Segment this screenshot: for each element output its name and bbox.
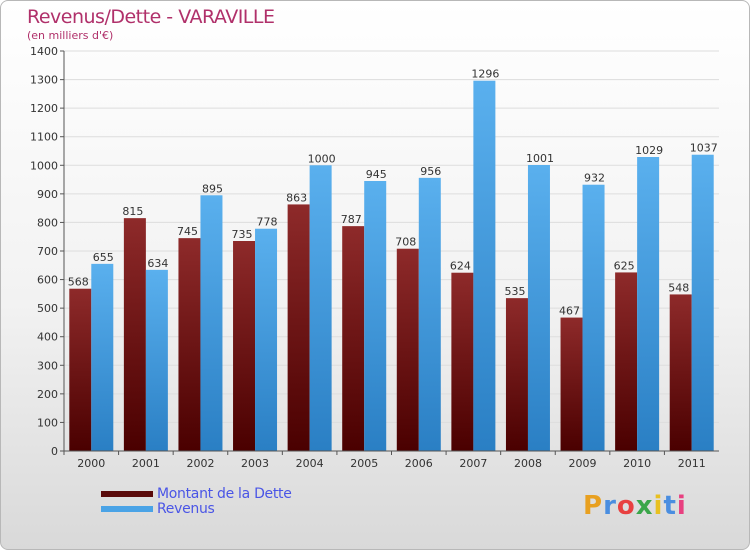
legend-swatch-dette	[101, 491, 153, 497]
data-label: 634	[147, 257, 168, 270]
y-tick-label: 300	[37, 359, 58, 372]
bar-dette	[342, 226, 365, 451]
chart-title: Revenus/Dette - VARAVILLE	[27, 6, 275, 28]
x-tick-label: 2011	[678, 457, 706, 470]
x-tick-label: 2001	[132, 457, 160, 470]
logo-letter: r	[603, 491, 617, 521]
data-label: 932	[584, 172, 605, 185]
bar-revenus	[691, 154, 714, 451]
data-label: 1001	[526, 152, 554, 165]
y-tick-label: 1300	[30, 74, 58, 87]
data-label: 895	[202, 182, 223, 195]
logo-letter: P	[583, 491, 604, 521]
y-tick-label: 100	[37, 416, 58, 429]
bar-chart: 0 100 200 300 400 500 600 700 800 900 1000 1100 1200…	[30, 45, 719, 470]
data-label: 708	[395, 236, 416, 249]
legend-swatch-revenus	[101, 506, 153, 512]
data-label: 815	[122, 205, 143, 218]
x-tick-label: 2004	[296, 457, 324, 470]
logo-letter: t	[663, 491, 677, 521]
bar-revenus	[527, 165, 550, 451]
bar-revenus	[582, 184, 605, 451]
data-label: 1037	[690, 142, 718, 155]
logo-letter: x	[635, 491, 654, 521]
data-label: 535	[504, 285, 525, 298]
data-label: 735	[232, 228, 253, 241]
y-tick-label: 400	[37, 331, 58, 344]
logo-letter: i	[676, 491, 687, 521]
x-tick-label: 2006	[405, 457, 433, 470]
y-tick-label: 1000	[30, 159, 58, 172]
x-tick-label: 2000	[77, 457, 105, 470]
y-tick-label: 0	[51, 445, 58, 458]
bar-dette	[178, 238, 201, 451]
x-tick-label: 2003	[241, 457, 269, 470]
data-label: 787	[341, 213, 362, 226]
data-label: 624	[450, 260, 471, 273]
y-tick-label: 1400	[30, 45, 58, 58]
data-label: 745	[177, 225, 198, 238]
proxiti-logo: Proxiti	[583, 491, 687, 521]
y-tick-label: 800	[37, 216, 58, 229]
data-label: 548	[668, 281, 689, 294]
y-tick-label: 1100	[30, 131, 58, 144]
x-tick-label: 2002	[186, 457, 214, 470]
bar-revenus	[637, 157, 660, 451]
data-label: 1029	[635, 144, 663, 157]
bar-dette	[615, 272, 638, 451]
x-axis-ticks: 2000 2001 2002 2003 2004 2005 2006 2007 2008 2009…	[63, 451, 706, 470]
x-tick-label: 2008	[514, 457, 542, 470]
data-label: 625	[614, 259, 635, 272]
data-label: 945	[366, 168, 387, 181]
legend-label-dette: Montant de la Dette	[157, 486, 292, 502]
bar-revenus	[418, 177, 441, 451]
x-tick-label: 2009	[569, 457, 597, 470]
data-label: 568	[68, 276, 89, 289]
x-tick-label: 2005	[350, 457, 378, 470]
data-label: 1296	[471, 68, 499, 81]
y-tick-label: 700	[37, 245, 58, 258]
x-tick-label: 2007	[459, 457, 487, 470]
logo-letter: o	[616, 491, 636, 521]
y-tick-label: 1200	[30, 102, 58, 115]
bar-dette	[669, 294, 692, 451]
y-tick-label: 900	[37, 188, 58, 201]
bar-dette	[396, 248, 419, 451]
bar-revenus	[255, 228, 278, 451]
y-axis-ticks: 0 100 200 300 400 500 600 700 800 900 1000 1100 1200…	[30, 45, 64, 458]
y-tick-label: 200	[37, 388, 58, 401]
chart-subtitle: (en milliers d'€)	[27, 29, 114, 42]
data-label: 1000	[308, 152, 336, 165]
bar-revenus	[91, 263, 114, 451]
bar-revenus	[200, 195, 223, 451]
bar-revenus	[473, 80, 496, 451]
bar-revenus	[364, 181, 387, 451]
axes	[63, 51, 719, 452]
bar-revenus	[309, 165, 332, 452]
legend-label-revenus: Revenus	[157, 501, 215, 517]
bar-revenus	[145, 269, 168, 451]
bar-dette	[505, 298, 528, 451]
bar-dette	[69, 288, 92, 451]
data-label: 863	[286, 191, 307, 204]
grid-lines	[64, 50, 719, 452]
data-labels: 568 655 815 634 745 895 735 778 863 1000 787 945 708…	[68, 68, 718, 318]
bar-dette	[233, 241, 256, 451]
data-label: 956	[420, 165, 441, 178]
y-tick-label: 600	[37, 274, 58, 287]
data-label: 467	[559, 305, 580, 318]
bars	[69, 80, 714, 452]
logo-letter: i	[653, 491, 664, 521]
bar-dette	[451, 272, 474, 451]
x-tick-label: 2010	[623, 457, 651, 470]
bar-dette	[560, 317, 583, 451]
data-label: 778	[257, 216, 278, 229]
y-tick-label: 500	[37, 302, 58, 315]
bar-dette	[287, 204, 310, 451]
data-label: 655	[93, 251, 114, 264]
bar-dette	[123, 218, 146, 451]
